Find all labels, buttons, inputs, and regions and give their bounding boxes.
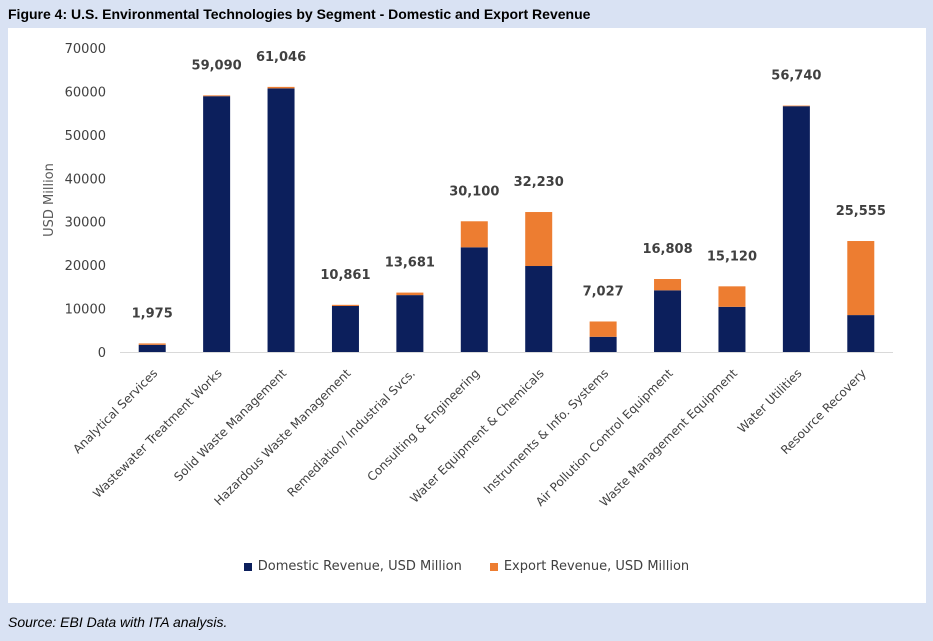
legend-item-export: Export Revenue, USD Million: [489, 559, 690, 574]
bar-domestic-11: [847, 315, 875, 352]
bar-export-2: [267, 86, 295, 89]
bar-export-6: [525, 212, 553, 267]
legend-swatch-export: [489, 562, 498, 571]
x-tick-label-3: Hazardous Waste Management: [211, 366, 353, 508]
bar-domestic-2: [267, 88, 295, 352]
x-tick-label-5: Consulting & Engineering: [364, 366, 482, 484]
bar-domestic-3: [331, 305, 359, 352]
bar-export-4: [396, 292, 424, 296]
bar-domestic-0: [138, 344, 166, 352]
legend-swatch-domestic: [243, 562, 252, 571]
data-label-total-4: 13,681: [385, 256, 435, 271]
data-label-total-3: 10,861: [320, 268, 370, 283]
bar-domestic-4: [396, 295, 424, 352]
y-tick-label-2: 20000: [65, 259, 106, 274]
chart-title: Figure 4: U.S. Environmental Technologie…: [8, 6, 591, 22]
y-tick-label-7: 70000: [65, 42, 106, 57]
x-tick-label-4: Remediation/ Industrial Svcs.: [284, 366, 418, 500]
data-label-total-9: 15,120: [707, 249, 757, 264]
bar-export-0: [138, 343, 166, 345]
data-label-total-1: 59,090: [192, 58, 242, 73]
legend-label-export: Export Revenue, USD Million: [503, 559, 690, 574]
bar-export-7: [589, 321, 617, 337]
x-tick-label-1: Wastewater Treatment Works: [90, 366, 225, 501]
bar-export-10: [782, 105, 810, 107]
data-label-total-10: 56,740: [771, 69, 821, 84]
bar-domestic-10: [782, 106, 810, 353]
data-label-total-8: 16,808: [642, 242, 692, 257]
x-tick-label-2: Solid Waste Management: [171, 366, 289, 484]
data-label-total-11: 25,555: [836, 204, 886, 219]
y-tick-label-6: 60000: [65, 85, 106, 100]
bar-export-9: [718, 286, 746, 307]
source-note: Source: EBI Data with ITA analysis.: [8, 614, 228, 630]
bar-export-3: [331, 304, 359, 306]
data-label-total-5: 30,100: [449, 184, 499, 199]
bar-domestic-5: [460, 247, 488, 352]
y-tick-label-1: 10000: [65, 303, 106, 318]
bar-export-1: [203, 95, 231, 97]
y-tick-label-5: 50000: [65, 129, 106, 144]
bar-export-5: [460, 221, 488, 248]
x-tick-label-10: Water Utilities: [735, 366, 805, 436]
y-tick-label-3: 30000: [65, 216, 106, 231]
data-label-total-6: 32,230: [514, 175, 564, 190]
bar-domestic-8: [654, 290, 682, 352]
bar-domestic-9: [718, 306, 746, 352]
y-tick-label-4: 40000: [65, 172, 106, 187]
y-axis-label: USD Million: [42, 163, 57, 237]
data-label-total-0: 1,975: [132, 306, 173, 321]
legend-item-domestic: Domestic Revenue, USD Million: [243, 559, 462, 574]
data-label-total-2: 61,046: [256, 50, 306, 65]
y-tick-label-0: 0: [98, 346, 106, 361]
bar-domestic-6: [525, 266, 553, 352]
bar-export-8: [654, 279, 682, 291]
x-tick-label-9: Waste Management Equipment: [597, 366, 740, 509]
legend-label-domestic: Domestic Revenue, USD Million: [257, 559, 462, 574]
x-tick-label-7: Instruments & Info. Systems: [481, 366, 611, 496]
data-label-total-7: 7,027: [583, 284, 624, 299]
x-tick-label-6: Water Equipment & Chemicals: [407, 366, 547, 506]
x-tick-label-8: Air Pollution Control Equipment: [533, 366, 676, 509]
legend: Domestic Revenue, USD Million Export Rev…: [0, 559, 933, 574]
bar-export-11: [847, 241, 875, 316]
bar-domestic-7: [589, 336, 617, 352]
bar-domestic-1: [203, 96, 231, 352]
